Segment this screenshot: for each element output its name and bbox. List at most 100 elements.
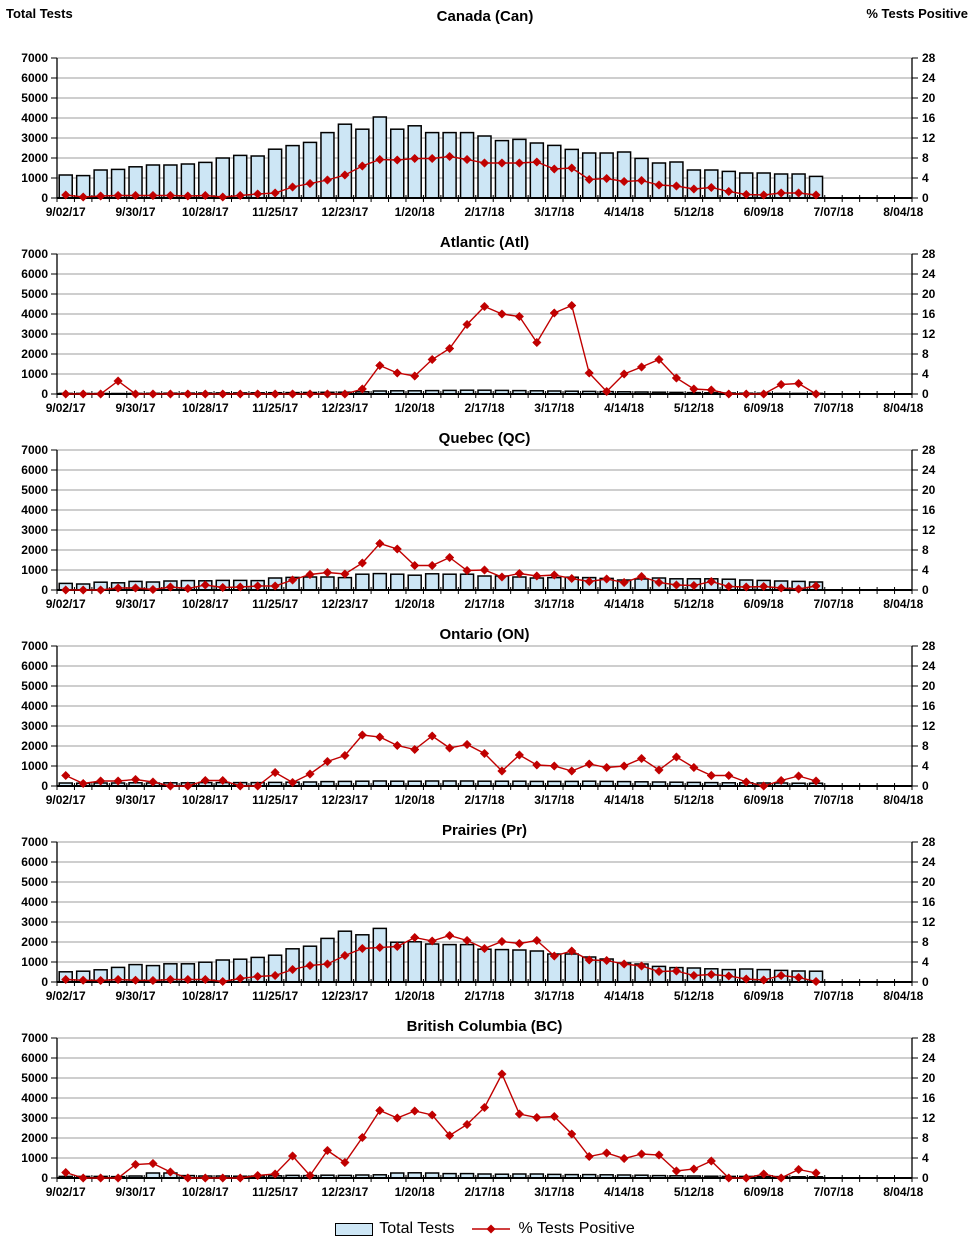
marker	[427, 153, 437, 164]
marker	[601, 574, 612, 584]
bar	[477, 948, 492, 983]
marker	[130, 583, 141, 593]
panel-title: British Columbia (BC)	[407, 1018, 563, 1035]
marker	[689, 184, 699, 194]
marker	[567, 1129, 577, 1139]
svg-text:0: 0	[41, 975, 48, 989]
marker	[165, 781, 176, 791]
svg-text:4/14/18: 4/14/18	[604, 793, 644, 807]
marker	[776, 583, 786, 593]
bar	[372, 572, 388, 591]
axes: 0 1000 2000 3000 4000 5000 6000 7000 0 4 8 12 16 20 24…	[21, 1031, 935, 1185]
marker	[392, 368, 402, 378]
svg-text:12: 12	[922, 719, 936, 733]
marker	[567, 946, 577, 956]
legend: Total Tests % Tests Positive	[0, 1212, 970, 1250]
pct-positive-line	[61, 538, 821, 595]
svg-text:1/20/18: 1/20/18	[395, 1185, 435, 1199]
marker	[130, 389, 141, 399]
svg-text:1/20/18: 1/20/18	[395, 205, 435, 219]
bar	[442, 943, 457, 983]
svg-text:2/17/18: 2/17/18	[464, 1185, 504, 1199]
marker	[462, 935, 472, 946]
svg-text:8: 8	[922, 151, 929, 165]
marker	[741, 189, 751, 200]
svg-text:6/09/18: 6/09/18	[744, 597, 784, 611]
marker	[305, 960, 315, 971]
marker	[444, 343, 455, 354]
svg-text:12/23/17: 12/23/17	[322, 597, 369, 611]
x-axis: 9/02/17 9/30/17 10/28/17 11/25/17 12/23/17 1/…	[46, 195, 924, 219]
svg-text:3000: 3000	[21, 327, 48, 341]
bar	[407, 941, 422, 983]
svg-text:12: 12	[922, 327, 936, 341]
svg-text:2000: 2000	[21, 347, 48, 361]
marker	[340, 170, 350, 180]
gridlines	[57, 449, 912, 571]
marker	[532, 1112, 542, 1123]
marker	[322, 1145, 333, 1156]
marker	[654, 966, 664, 977]
marker	[654, 577, 664, 588]
marker	[148, 777, 158, 787]
marker	[322, 567, 333, 578]
svg-text:7000: 7000	[21, 1031, 48, 1045]
svg-text:9/30/17: 9/30/17	[115, 205, 155, 219]
svg-text:20: 20	[922, 287, 936, 301]
bar	[459, 943, 475, 983]
bar	[355, 573, 370, 591]
marker	[497, 1069, 507, 1079]
marker	[759, 781, 769, 791]
svg-text:2/17/18: 2/17/18	[464, 989, 504, 1003]
gridlines	[57, 253, 912, 375]
marker	[61, 1167, 71, 1178]
svg-text:24: 24	[922, 71, 936, 85]
marker	[636, 571, 647, 582]
legend-bar-swatch	[335, 1222, 374, 1236]
bar	[669, 161, 684, 199]
svg-text:7000: 7000	[21, 51, 48, 65]
svg-text:9/02/17: 9/02/17	[46, 793, 86, 807]
bar	[442, 131, 457, 199]
marker	[444, 552, 455, 563]
marker	[218, 582, 228, 593]
marker	[78, 192, 88, 202]
marker	[183, 974, 193, 985]
marker	[793, 584, 804, 594]
bar	[564, 953, 579, 983]
marker	[427, 560, 437, 571]
pct-positive-line	[61, 151, 821, 202]
bar	[512, 138, 527, 199]
svg-text:9/30/17: 9/30/17	[115, 401, 155, 415]
marker	[305, 389, 315, 399]
marker	[759, 389, 769, 399]
marker	[479, 943, 490, 954]
svg-text:4: 4	[922, 171, 929, 185]
svg-text:16: 16	[922, 307, 936, 321]
bar	[337, 576, 353, 591]
marker	[532, 337, 542, 348]
marker	[654, 180, 664, 190]
marker	[340, 389, 350, 399]
svg-text:12/23/17: 12/23/17	[322, 1185, 369, 1199]
marker	[357, 384, 368, 394]
svg-text:5000: 5000	[21, 91, 48, 105]
svg-text:28: 28	[922, 247, 936, 261]
svg-text:0: 0	[922, 583, 929, 597]
marker	[532, 571, 542, 581]
svg-text:8: 8	[922, 543, 929, 557]
svg-text:24: 24	[922, 855, 936, 869]
marker	[601, 762, 612, 773]
marker	[61, 974, 71, 985]
marker	[340, 750, 350, 761]
pct-positive-line	[61, 930, 821, 987]
svg-text:20: 20	[922, 1071, 936, 1085]
marker	[724, 1173, 734, 1183]
marker	[235, 781, 245, 791]
svg-text:3000: 3000	[21, 131, 48, 145]
marker	[357, 558, 368, 568]
bar	[494, 948, 510, 983]
svg-text:7/07/18: 7/07/18	[813, 205, 853, 219]
marker	[497, 936, 507, 947]
